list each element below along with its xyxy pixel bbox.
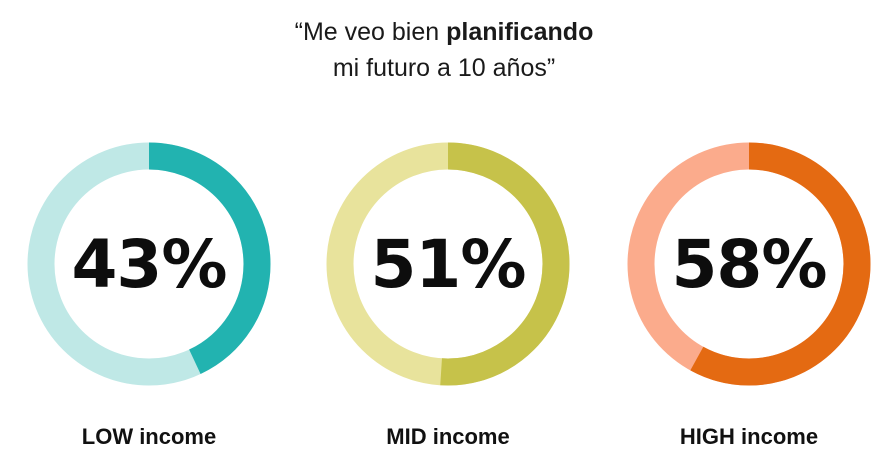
category-label-low-income: LOW income xyxy=(81,424,217,449)
pct-label-low-income: 43% xyxy=(71,225,228,303)
pct-label-high-income: 58% xyxy=(671,225,828,303)
chart-title-line-2: mi futuro a 10 años” xyxy=(332,54,556,82)
chart-title-bold-text: planificando xyxy=(446,18,594,46)
chart-title-text: “Me veo bien xyxy=(294,18,447,46)
donut-low-income-svg xyxy=(27,142,271,386)
donut-fill-high-income xyxy=(627,142,871,386)
donut-fill-low-income xyxy=(27,142,271,386)
donut-high-income-svg xyxy=(627,142,871,386)
pct-label-mid-income: 51% xyxy=(370,225,527,303)
donut-high-income: 58% xyxy=(627,142,871,386)
donut-mid-income-svg xyxy=(326,142,570,386)
category-label-mid-income: MID income xyxy=(386,424,510,449)
category-label-high-income: HIGH income xyxy=(679,424,819,449)
chart-title-line-1: “Me veo bien planificando xyxy=(0,14,888,50)
donut-mid-income: 51% xyxy=(326,142,570,386)
donut-low-income: 43% xyxy=(27,142,271,386)
donut-fill-mid-income xyxy=(326,142,570,386)
chart-title: “Me veo bien planificando mi futuro a 10… xyxy=(0,14,888,86)
